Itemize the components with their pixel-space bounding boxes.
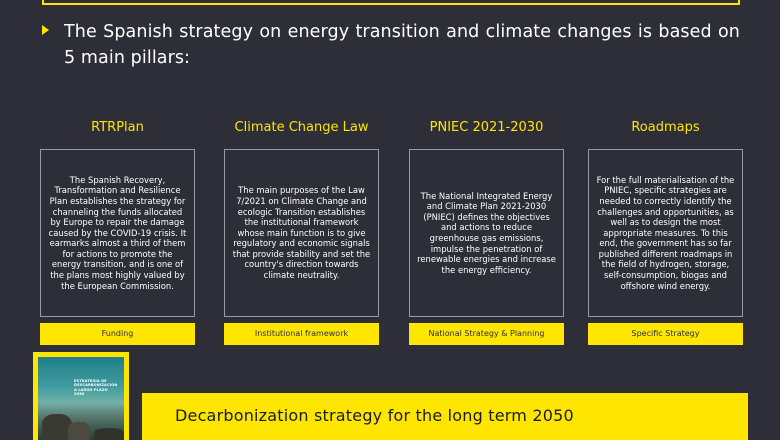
pillar-description-box: The National Integrated Energy and Clima… — [409, 149, 564, 317]
pillar-title: PNIEC 2021-2030 — [429, 120, 544, 135]
long-term-strategy-banner: Decarbonization strategy for the long te… — [142, 393, 748, 440]
pillar-description: The Spanish Recovery, Transformation and… — [48, 174, 187, 291]
pillar-tag: Funding — [40, 323, 195, 345]
pillar-title: Roadmaps — [631, 120, 700, 135]
pillar-description: The main purposes of the Law 7/2021 on C… — [232, 185, 371, 281]
pillar-tag: Specific Strategy — [588, 323, 743, 345]
pillar-tag: National Strategy & Planning — [409, 323, 564, 345]
banner-text: Decarbonization strategy for the long te… — [175, 406, 574, 425]
top-frame-bar — [42, 0, 740, 5]
pillar-title: Climate Change Law — [234, 120, 369, 135]
pillar-rtrplan: RTRPlan The Spanish Recovery, Transforma… — [40, 118, 195, 345]
pillar-description: The National Integrated Energy and Clima… — [417, 190, 556, 275]
intro-text: The Spanish strategy on energy transitio… — [64, 22, 740, 68]
pillar-tag: Institutional framework — [224, 323, 379, 345]
strategy-document-cover: ESTRATEGIA DE DESCARBONIZACIÓN A LARGO P… — [33, 352, 129, 440]
bullet-arrow-icon — [42, 25, 49, 35]
cover-rock — [68, 422, 90, 440]
cover-rock — [94, 428, 124, 440]
cover-image: ESTRATEGIA DE DESCARBONIZACIÓN A LARGO P… — [38, 357, 124, 440]
pillar-climate-change-law: Climate Change Law The main purposes of … — [224, 118, 379, 345]
pillar-title: RTRPlan — [91, 120, 144, 135]
pillar-description-box: For the full materialisation of the PNIE… — [588, 149, 743, 317]
cover-title: ESTRATEGIA DE DESCARBONIZACIÓN A LARGO P… — [74, 379, 118, 397]
pillar-description-box: The Spanish Recovery, Transformation and… — [40, 149, 195, 317]
pillar-description-box: The main purposes of the Law 7/2021 on C… — [224, 149, 379, 317]
pillar-description: For the full materialisation of the PNIE… — [596, 174, 735, 291]
pillar-pniec: PNIEC 2021-2030 The National Integrated … — [409, 118, 564, 345]
cover-rock — [42, 414, 72, 440]
pillar-roadmaps: Roadmaps For the full materialisation of… — [588, 118, 743, 345]
